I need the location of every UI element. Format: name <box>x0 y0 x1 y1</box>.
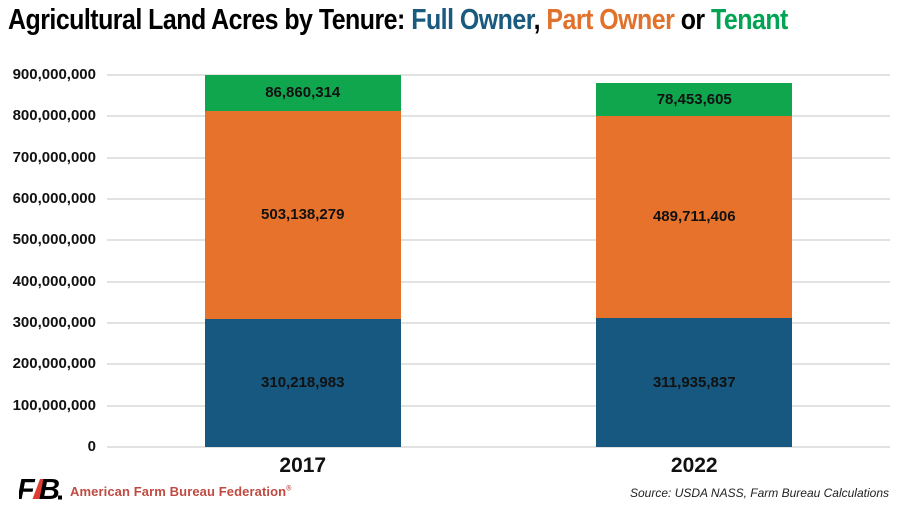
afbf-logo-icon: F B <box>19 476 62 503</box>
plot-area: 86,860,314 503,138,279 310,218,983 78,453,6… <box>107 74 891 448</box>
title-part: Full Owner <box>411 4 534 36</box>
y-tick-label: 700,000,000 <box>12 148 96 166</box>
title-part: Agricultural Land Acres by Tenure: <box>8 4 412 36</box>
bar-segment-part-owner-2017: 503,138,279 <box>204 110 401 319</box>
x-tick-label: 2017 <box>279 454 327 477</box>
bar-segment-full-owner-2022: 311,935,837 <box>596 318 793 447</box>
bar-segment-tenant-2017: 86,860,314 <box>204 74 401 111</box>
gridline <box>107 363 890 366</box>
y-axis: 0 100,000,000 200,000,000 300,000,000 400,00… <box>0 66 96 455</box>
gridline <box>107 446 890 448</box>
y-tick-label: 0 <box>87 438 96 455</box>
bar-segment-full-owner-2017: 310,218,983 <box>204 318 401 447</box>
gridline <box>107 74 890 76</box>
stacked-bar-2017: 86,860,314 503,138,279 310,218,983 <box>204 74 401 447</box>
svg-text:F: F <box>19 476 36 503</box>
gridline <box>107 115 890 118</box>
y-tick-label: 400,000,000 <box>12 272 96 290</box>
gridline <box>107 198 890 200</box>
y-tick-label: 200,000,000 <box>12 355 96 373</box>
bar-segment-tenant-2022: 78,453,605 <box>596 83 793 116</box>
y-tick-label: 300,000,000 <box>12 314 96 331</box>
title-part: , <box>533 4 547 36</box>
y-tick-label: 800,000,000 <box>12 107 96 125</box>
y-tick-label: 900,000,000 <box>12 66 96 83</box>
stacked-bar-2022: 78,453,605 489,711,406 311,935,837 <box>596 83 793 447</box>
source-text: Source: USDA NASS, Farm Bureau Calculati… <box>630 486 889 500</box>
y-tick-label: 500,000,000 <box>12 231 96 249</box>
title-part: Tenant <box>711 4 788 36</box>
bar-slot-2017: 86,860,314 503,138,279 310,218,983 <box>107 74 499 447</box>
svg-text:B: B <box>39 476 60 503</box>
x-tick-label: 2022 <box>670 454 718 477</box>
title-part: or <box>674 4 712 36</box>
gridline <box>107 280 890 283</box>
bar-slot-2022: 78,453,605 489,711,406 311,935,837 <box>499 75 891 447</box>
brand-name: American Farm Bureau Federation <box>70 484 287 499</box>
bars-row: 86,860,314 503,138,279 310,218,983 78,453,6… <box>107 74 891 447</box>
logo-red-swoosh <box>32 479 48 499</box>
title-part: Part Owner <box>546 4 675 36</box>
page-title: Agricultural Land Acres by Tenure: Full … <box>8 4 788 37</box>
gridline <box>107 404 890 407</box>
y-tick-label: 100,000,000 <box>12 396 96 414</box>
gridline <box>107 156 890 159</box>
x-axis: 2017 2022 <box>107 454 890 478</box>
registered-mark: ® <box>286 485 292 493</box>
y-tick-label: 600,000,000 <box>12 190 96 207</box>
gridline <box>107 239 890 242</box>
brand-text: American Farm Bureau Federation® <box>70 484 291 499</box>
gridline <box>107 322 890 324</box>
bar-segment-part-owner-2022: 489,711,406 <box>596 115 793 319</box>
